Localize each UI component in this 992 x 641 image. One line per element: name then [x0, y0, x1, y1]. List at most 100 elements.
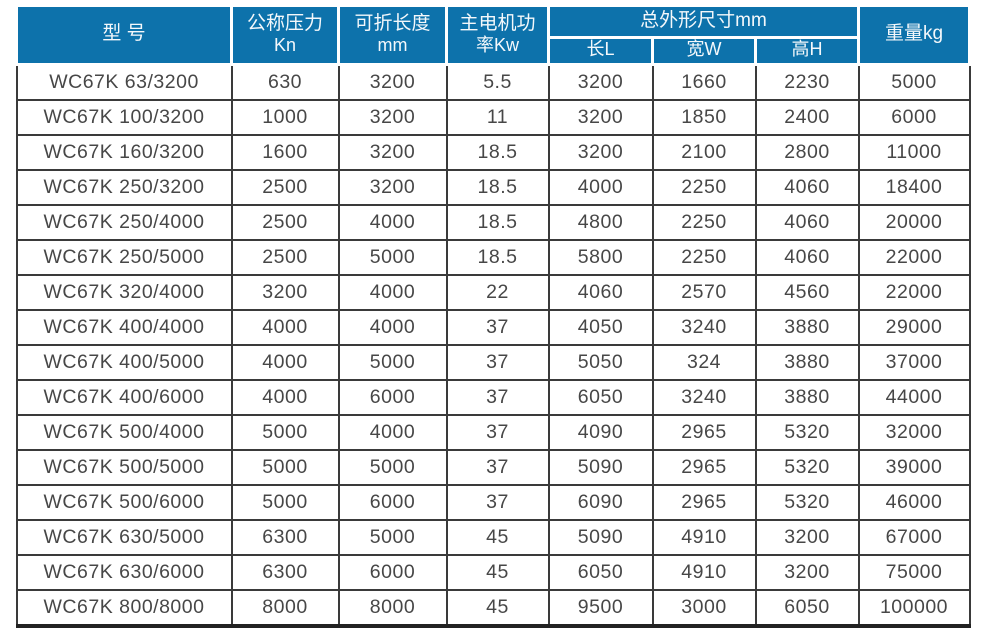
value-cell: 22000: [857, 273, 971, 311]
value-cell: 32000: [857, 413, 971, 451]
value-cell: 5000: [857, 62, 971, 101]
value-cell: 5000: [230, 483, 340, 521]
value-cell: 37: [445, 483, 550, 521]
value-cell: 45: [445, 518, 550, 556]
value-cell: 4060: [754, 203, 860, 241]
value-cell: 2965: [651, 483, 757, 521]
value-cell: 5090: [547, 518, 654, 556]
value-cell: 4060: [754, 168, 860, 206]
header-folding-length-label: 可折长度: [354, 13, 431, 35]
value-cell: 4000: [337, 273, 448, 311]
table-row: WC67K 400/6000 4000 6000 37 6050 3240 3880 4400…: [15, 378, 971, 416]
value-cell: 75000: [857, 553, 971, 591]
model-cell: WC67K 400/6000: [15, 378, 233, 416]
value-cell: 22000: [857, 238, 971, 276]
value-cell: 4000: [337, 203, 448, 241]
value-cell: 4910: [651, 518, 757, 556]
header-motor-power: 主电机功 率Kw: [445, 4, 550, 66]
model-cell: WC67K 320/4000: [15, 273, 233, 311]
value-cell: 3880: [754, 378, 860, 416]
table-row: WC67K 250/3200 2500 3200 18.5 4000 2250 4060 18…: [15, 168, 971, 206]
value-cell: 5000: [337, 238, 448, 276]
table-row: WC67K 800/8000 8000 8000 45 9500 3000 6050 1000…: [15, 588, 971, 628]
value-cell: 2800: [754, 133, 860, 171]
model-cell: WC67K 250/4000: [15, 203, 233, 241]
value-cell: 5050: [547, 343, 654, 381]
value-cell: 4060: [754, 238, 860, 276]
value-cell: 3200: [337, 133, 448, 171]
header-dim-width: 宽W: [651, 36, 757, 66]
value-cell: 6000: [337, 553, 448, 591]
table-body: WC67K 63/3200 630 3200 5.5 3200 1660 2230 5000 W…: [15, 62, 971, 628]
value-cell: 2500: [230, 238, 340, 276]
value-cell: 11: [445, 98, 550, 136]
value-cell: 2570: [651, 273, 757, 311]
value-cell: 6000: [337, 378, 448, 416]
value-cell: 5000: [230, 413, 340, 451]
value-cell: 4060: [547, 273, 654, 311]
value-cell: 22: [445, 273, 550, 311]
value-cell: 6300: [230, 553, 340, 591]
model-cell: WC67K 500/6000: [15, 483, 233, 521]
value-cell: 5000: [337, 343, 448, 381]
value-cell: 5000: [230, 448, 340, 486]
value-cell: 3000: [651, 588, 757, 628]
value-cell: 67000: [857, 518, 971, 556]
value-cell: 630: [230, 62, 340, 101]
header-dim-height: 高H: [754, 36, 860, 66]
value-cell: 2965: [651, 413, 757, 451]
model-cell: WC67K 400/5000: [15, 343, 233, 381]
header-motor-power-label-line1: 主电机功: [459, 13, 536, 35]
value-cell: 4800: [547, 203, 654, 241]
value-cell: 5090: [547, 448, 654, 486]
table-row: WC67K 250/4000 2500 4000 18.5 4800 2250 4060 20…: [15, 203, 971, 241]
value-cell: 45: [445, 553, 550, 591]
value-cell: 44000: [857, 378, 971, 416]
value-cell: 18400: [857, 168, 971, 206]
value-cell: 18.5: [445, 238, 550, 276]
value-cell: 3200: [547, 133, 654, 171]
header-nominal-pressure-label: 公称压力: [246, 13, 323, 35]
value-cell: 45: [445, 588, 550, 628]
header-model-label: 型 号: [102, 23, 146, 45]
value-cell: 37: [445, 413, 550, 451]
value-cell: 4000: [337, 308, 448, 346]
model-cell: WC67K 800/8000: [15, 588, 233, 628]
model-cell: WC67K 400/4000: [15, 308, 233, 346]
value-cell: 4000: [230, 343, 340, 381]
value-cell: 324: [651, 343, 757, 381]
header-dim-height-label: 高H: [791, 39, 823, 59]
value-cell: 3200: [337, 98, 448, 136]
value-cell: 4000: [337, 413, 448, 451]
header-overall-dimensions: 总外形尺寸mm: [547, 4, 860, 39]
value-cell: 5000: [337, 448, 448, 486]
value-cell: 2100: [651, 133, 757, 171]
header-dim-width-label: 宽W: [686, 39, 722, 59]
value-cell: 4090: [547, 413, 654, 451]
header-dim-length: 长L: [547, 36, 654, 66]
table-row: WC67K 160/3200 1600 3200 18.5 3200 2100 2800 11…: [15, 133, 971, 171]
model-cell: WC67K 630/6000: [15, 553, 233, 591]
value-cell: 5320: [754, 448, 860, 486]
value-cell: 6000: [857, 98, 971, 136]
value-cell: 6000: [337, 483, 448, 521]
value-cell: 20000: [857, 203, 971, 241]
value-cell: 5000: [337, 518, 448, 556]
header-nominal-pressure: 公称压力 Kn: [230, 4, 340, 66]
table-row: WC67K 250/5000 2500 5000 18.5 5800 2250 4060 22…: [15, 238, 971, 276]
header-folding-length-unit: mm: [377, 34, 408, 55]
value-cell: 3880: [754, 308, 860, 346]
table-row: WC67K 400/5000 4000 5000 37 5050 324 3880 37000: [15, 343, 971, 381]
value-cell: 5320: [754, 483, 860, 521]
value-cell: 2500: [230, 203, 340, 241]
model-cell: WC67K 160/3200: [15, 133, 233, 171]
value-cell: 3240: [651, 378, 757, 416]
value-cell: 8000: [337, 588, 448, 628]
header-overall-dimensions-label: 总外形尺寸mm: [640, 10, 767, 32]
value-cell: 18.5: [445, 133, 550, 171]
header-weight-label: 重量kg: [884, 23, 944, 45]
spec-table-header: 型 号 公称压力 Kn 可折长度 mm 主电机功 率Kw 总外形尺寸mm: [15, 4, 971, 66]
value-cell: 3200: [337, 62, 448, 101]
value-cell: 1600: [230, 133, 340, 171]
